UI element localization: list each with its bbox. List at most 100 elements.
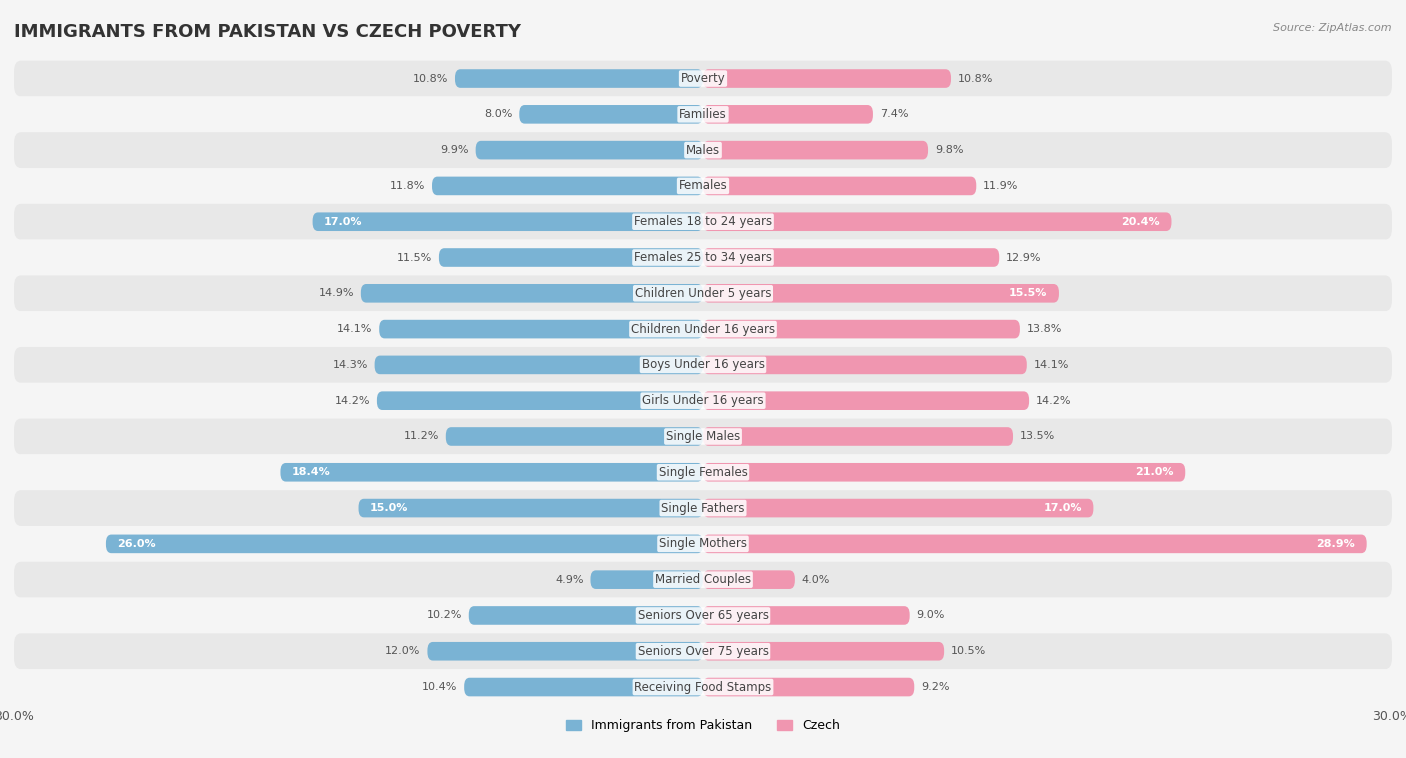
FancyBboxPatch shape <box>703 534 1367 553</box>
FancyBboxPatch shape <box>14 383 1392 418</box>
Text: Females 25 to 34 years: Females 25 to 34 years <box>634 251 772 264</box>
Text: 9.9%: 9.9% <box>440 145 468 155</box>
Text: Poverty: Poverty <box>681 72 725 85</box>
Text: 13.8%: 13.8% <box>1026 324 1062 334</box>
FancyBboxPatch shape <box>703 428 1012 446</box>
FancyBboxPatch shape <box>703 248 1000 267</box>
FancyBboxPatch shape <box>361 284 703 302</box>
FancyBboxPatch shape <box>703 356 1026 374</box>
FancyBboxPatch shape <box>14 240 1392 275</box>
FancyBboxPatch shape <box>703 606 910 625</box>
Text: 10.8%: 10.8% <box>957 74 993 83</box>
FancyBboxPatch shape <box>703 499 1094 518</box>
Text: 10.2%: 10.2% <box>426 610 461 621</box>
Text: 26.0%: 26.0% <box>117 539 156 549</box>
FancyBboxPatch shape <box>427 642 703 660</box>
FancyBboxPatch shape <box>703 177 976 196</box>
FancyBboxPatch shape <box>14 526 1392 562</box>
FancyBboxPatch shape <box>475 141 703 159</box>
Text: 15.5%: 15.5% <box>1010 288 1047 299</box>
Text: 17.0%: 17.0% <box>323 217 363 227</box>
FancyBboxPatch shape <box>703 105 873 124</box>
Text: Single Females: Single Females <box>658 465 748 479</box>
FancyBboxPatch shape <box>703 463 1185 481</box>
Text: 13.5%: 13.5% <box>1019 431 1054 441</box>
Text: 11.2%: 11.2% <box>404 431 439 441</box>
FancyBboxPatch shape <box>703 570 794 589</box>
Text: 10.4%: 10.4% <box>422 682 457 692</box>
FancyBboxPatch shape <box>14 634 1392 669</box>
FancyBboxPatch shape <box>359 499 703 518</box>
Text: Families: Families <box>679 108 727 121</box>
Text: Girls Under 16 years: Girls Under 16 years <box>643 394 763 407</box>
Text: Females: Females <box>679 180 727 193</box>
Text: 8.0%: 8.0% <box>484 109 512 119</box>
Text: 4.0%: 4.0% <box>801 575 830 584</box>
FancyBboxPatch shape <box>703 212 1171 231</box>
FancyBboxPatch shape <box>519 105 703 124</box>
Text: Females 18 to 24 years: Females 18 to 24 years <box>634 215 772 228</box>
FancyBboxPatch shape <box>464 678 703 697</box>
FancyBboxPatch shape <box>377 391 703 410</box>
Text: Receiving Food Stamps: Receiving Food Stamps <box>634 681 772 694</box>
Text: IMMIGRANTS FROM PAKISTAN VS CZECH POVERTY: IMMIGRANTS FROM PAKISTAN VS CZECH POVERT… <box>14 23 522 41</box>
Text: Children Under 5 years: Children Under 5 years <box>634 287 772 300</box>
FancyBboxPatch shape <box>312 212 703 231</box>
FancyBboxPatch shape <box>14 275 1392 312</box>
Text: 11.8%: 11.8% <box>389 181 425 191</box>
Text: 17.0%: 17.0% <box>1043 503 1083 513</box>
FancyBboxPatch shape <box>14 96 1392 132</box>
FancyBboxPatch shape <box>439 248 703 267</box>
FancyBboxPatch shape <box>14 669 1392 705</box>
Text: Single Males: Single Males <box>666 430 740 443</box>
FancyBboxPatch shape <box>380 320 703 338</box>
FancyBboxPatch shape <box>703 69 950 88</box>
Text: 18.4%: 18.4% <box>292 467 330 478</box>
Legend: Immigrants from Pakistan, Czech: Immigrants from Pakistan, Czech <box>561 714 845 738</box>
Text: 9.8%: 9.8% <box>935 145 963 155</box>
Text: 4.9%: 4.9% <box>555 575 583 584</box>
FancyBboxPatch shape <box>14 312 1392 347</box>
Text: 11.9%: 11.9% <box>983 181 1018 191</box>
Text: Seniors Over 65 years: Seniors Over 65 years <box>637 609 769 622</box>
FancyBboxPatch shape <box>14 490 1392 526</box>
Text: Boys Under 16 years: Boys Under 16 years <box>641 359 765 371</box>
Text: 10.8%: 10.8% <box>413 74 449 83</box>
Text: 12.0%: 12.0% <box>385 647 420 656</box>
FancyBboxPatch shape <box>14 562 1392 597</box>
Text: 9.0%: 9.0% <box>917 610 945 621</box>
Text: Married Couples: Married Couples <box>655 573 751 586</box>
Text: 11.5%: 11.5% <box>396 252 432 262</box>
Text: 20.4%: 20.4% <box>1122 217 1160 227</box>
Text: 28.9%: 28.9% <box>1316 539 1355 549</box>
Text: 14.2%: 14.2% <box>1036 396 1071 406</box>
Text: 7.4%: 7.4% <box>880 109 908 119</box>
FancyBboxPatch shape <box>280 463 703 481</box>
FancyBboxPatch shape <box>703 642 945 660</box>
Text: Seniors Over 75 years: Seniors Over 75 years <box>637 645 769 658</box>
FancyBboxPatch shape <box>703 320 1019 338</box>
FancyBboxPatch shape <box>703 678 914 697</box>
Text: Children Under 16 years: Children Under 16 years <box>631 323 775 336</box>
Text: 15.0%: 15.0% <box>370 503 408 513</box>
Text: 9.2%: 9.2% <box>921 682 949 692</box>
FancyBboxPatch shape <box>14 454 1392 490</box>
FancyBboxPatch shape <box>591 570 703 589</box>
FancyBboxPatch shape <box>374 356 703 374</box>
FancyBboxPatch shape <box>703 141 928 159</box>
FancyBboxPatch shape <box>14 168 1392 204</box>
FancyBboxPatch shape <box>446 428 703 446</box>
FancyBboxPatch shape <box>432 177 703 196</box>
Text: Males: Males <box>686 143 720 157</box>
FancyBboxPatch shape <box>703 391 1029 410</box>
FancyBboxPatch shape <box>703 284 1059 302</box>
Text: 14.3%: 14.3% <box>332 360 368 370</box>
FancyBboxPatch shape <box>14 347 1392 383</box>
Text: 12.9%: 12.9% <box>1007 252 1042 262</box>
Text: 10.5%: 10.5% <box>950 647 986 656</box>
Text: 21.0%: 21.0% <box>1135 467 1174 478</box>
Text: Single Mothers: Single Mothers <box>659 537 747 550</box>
Text: Single Fathers: Single Fathers <box>661 502 745 515</box>
FancyBboxPatch shape <box>105 534 703 553</box>
FancyBboxPatch shape <box>456 69 703 88</box>
